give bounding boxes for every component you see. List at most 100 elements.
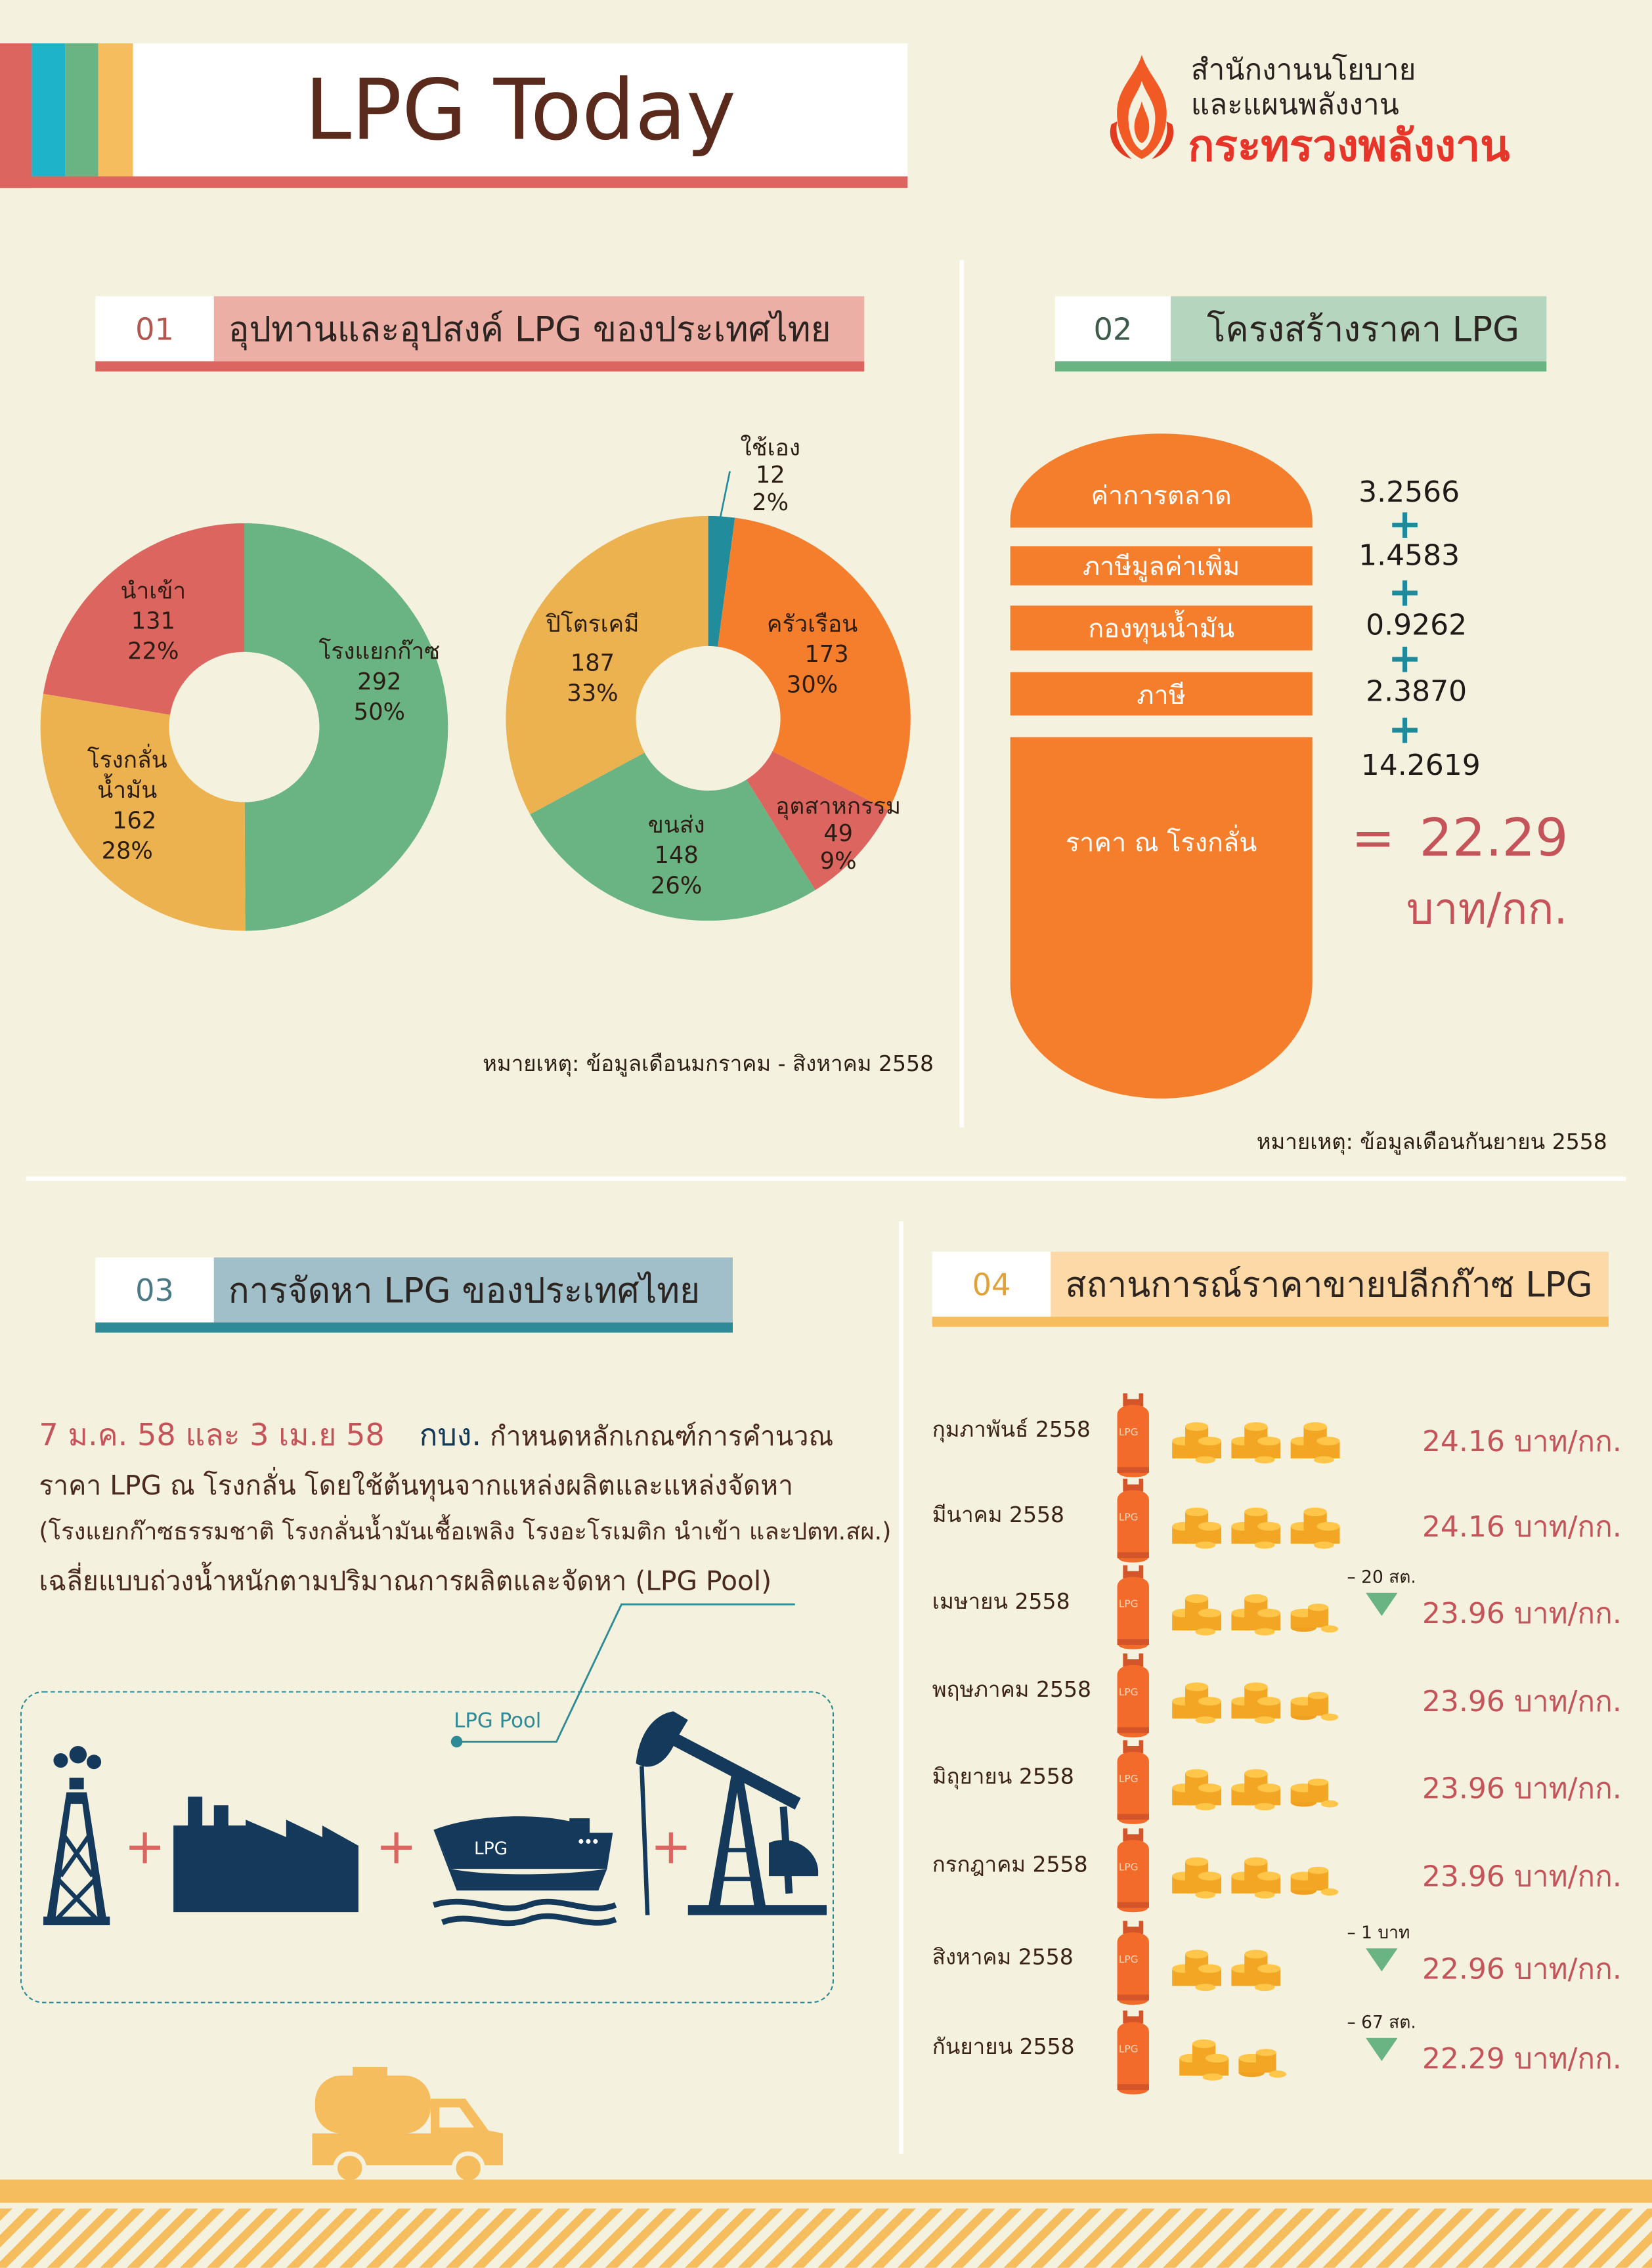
slice-label-refinery: โรงกลั่น น้ำมัน 162 28% [70,745,185,866]
plus-icon: + [1387,705,1422,753]
price-change-value: 20 สต. [1361,1567,1416,1587]
price-row: มีนาคม 2558 LPG 24.16 บาท/กก. [932,1477,1626,1564]
coin-stack-small-icon [1238,2049,1287,2078]
price-row: สิงหาคม 2558 LPG – 1 บาท 22.96 บาท/กก. [932,1919,1626,2006]
donut-slice-3 [530,752,815,921]
section3-bar [95,1322,733,1333]
coin-stack-icon [1172,1950,1222,1992]
slice-name: ขนส่ง [647,810,705,839]
lpg-cylinder-icon [1117,1828,1149,1913]
price-value: 23.96 บาท/กก. [1422,1858,1622,1894]
cylinder-label: LPG [1118,1512,1139,1524]
value-oil-fund: 0.9262 [1366,607,1467,642]
slice-value: 148 [654,841,699,869]
org-name-line2: และแผนพลังงาน [1190,87,1399,121]
tank-oil-fund: กองทุนน้ำมัน [1010,605,1313,651]
section1-title: อุปทานและอุปสงค์ LPG ของประเทศไทย [213,296,865,362]
section3-line3: (โรงแยกก๊าซธรรมชาติ โรงกลั่นน้ำมันเชื้อเ… [39,1517,892,1546]
section3-line2: ราคา LPG ณ โรงกลั่น โดยใช้ต้นทุนจากแหล่ง… [39,1471,793,1502]
value-marketing-margin: 3.2566 [1359,473,1460,509]
agency-name: กบง. [419,1418,482,1453]
lpg-cylinder-icon [1117,1565,1149,1649]
slice-value: 12 [755,461,785,489]
stripe-teal [32,43,66,177]
coin-stack-small-icon [1290,1866,1339,1896]
delivery-truck-icon [312,2066,504,2183]
slice-name: ปิโตรเคมี [546,609,640,638]
section3-number: 03 [95,1257,214,1323]
slice-label-petrochemical: ปิโตรเคมี 187 33% [534,609,650,709]
month-label: พฤษภาคม 2558 [932,1676,1092,1703]
divider-vertical-bottom [899,1221,903,2154]
tank-refinery-price: ราคา ณ โรงกลั่น [1010,737,1313,1099]
slice-percent: 22% [127,637,179,665]
divider-vertical-top [959,260,965,1127]
slice-name: ใช้เอง [740,433,800,462]
stripe-red [0,43,32,188]
donut-slice-0 [244,523,448,931]
total-unit: บาท/กก. [1406,884,1568,936]
component-label: ภาษี [1137,680,1186,710]
month-label: มีนาคม 2558 [932,1502,1065,1528]
price-down-arrow-icon [1366,1948,1398,1972]
ministry-logo [1106,52,1178,162]
price-down-arrow-icon [1366,2038,1398,2061]
slice-name: โรงแยกก๊าซ [318,637,441,665]
price-value: 22.29 บาท/กก. [1422,2041,1622,2076]
price-value: 22.96 บาท/กก. [1422,1951,1622,1986]
slice-value: 162 [112,806,157,835]
slice-value: 131 [131,607,175,635]
price-down-arrow-icon [1366,1592,1398,1616]
lpg-cylinder-icon [1117,1478,1149,1563]
minus-icon: – [1347,1922,1362,1943]
lpg-cylinder-icon [1117,2010,1149,2095]
coin-stack-icon [1231,1507,1281,1549]
price-value: 24.16 บาท/กก. [1422,1424,1622,1459]
coin-stack-icon [1172,1507,1222,1549]
slice-value: 292 [357,667,402,695]
value-tax: 2.3870 [1366,673,1467,709]
section4-title: สถานการณ์ราคาขายปลีกก๊าซ LPG [1051,1252,1609,1317]
section2-number: 02 [1054,296,1171,362]
slice-percent: 30% [786,670,838,699]
coin-stack-small-icon [1290,1691,1339,1721]
cylinder-label: LPG [1118,1954,1139,1966]
lpg-cylinder-icon [1117,1740,1149,1824]
cylinder-label: LPG [1118,1426,1139,1439]
coin-stack-icon [1231,1422,1281,1464]
component-label: ราคา ณ โรงกลั่น [1065,828,1257,859]
month-label: กันยายน 2558 [932,2034,1075,2060]
demand-donut-chart [506,515,911,921]
value-vat: 1.4583 [1359,537,1460,573]
slice-name: ครัวเรือน [766,609,858,638]
slice-percent: 26% [651,871,703,900]
slice-label-gas-separation: โรงแยกก๊าซ 292 50% [296,636,462,728]
minus-icon: – [1347,2012,1362,2032]
price-change-value: 67 สต. [1361,2012,1416,2032]
plus-icon: + [376,1818,418,1877]
month-label: สิงหาคม 2558 [932,1944,1074,1971]
component-label: ค่าการตลาด [1091,481,1232,512]
slice-percent: 50% [353,698,405,726]
coin-stack-icon [1231,1594,1281,1636]
stripe-green [65,43,98,177]
section3-line4: เฉลี่ยแบบถ่วงน้ำหนักตามปริมาณการผลิตและจ… [39,1567,772,1598]
price-row: กุมภาพันธ์ 2558 LPG 24.16 บาท/กก. [932,1392,1626,1479]
section2-bar [1054,361,1547,372]
total-price: 22.29 [1419,809,1569,869]
coin-stack-icon [1172,1422,1222,1464]
price-value: 24.16 บาท/กก. [1422,1509,1622,1544]
price-value: 23.96 บาท/กก. [1422,1770,1622,1806]
slice-name: อุตสาหกรรม [775,792,902,820]
slice-name: โรงกลั่น น้ำมัน [87,745,167,804]
month-label: กรกฎาคม 2558 [932,1851,1088,1878]
price-row: มิถุยายน 2558 LPG 23.96 บาท/กก. [932,1739,1626,1825]
slice-percent: 28% [101,837,153,865]
coin-stack-icon [1231,1950,1281,1992]
section1-number: 01 [95,296,214,362]
ship-label: LPG [473,1838,508,1859]
pool-leader-line [450,1603,795,1748]
lpg-ship-icon [433,1816,617,1927]
price-row: กันยายน 2558 LPG – 67 สต. 22.29 บาท/กก. [932,2009,1626,2096]
org-name-line1: สำนักงานนโยบาย [1190,52,1416,87]
